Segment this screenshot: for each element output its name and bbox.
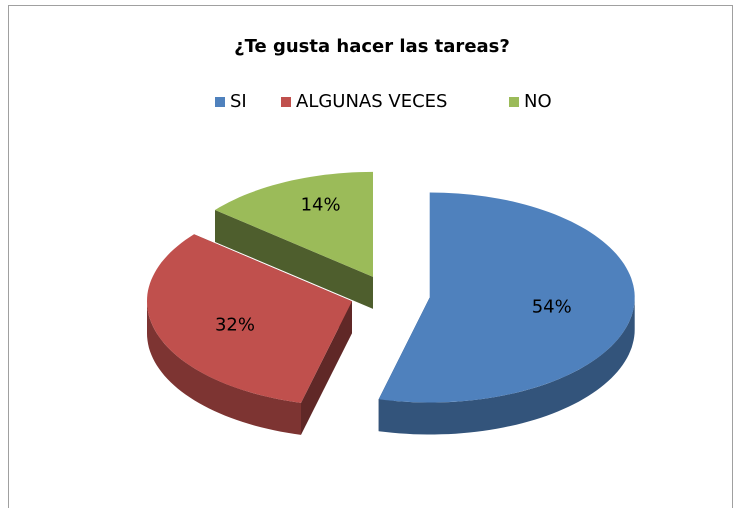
legend-label: NO	[524, 91, 552, 112]
data-label: 54%	[532, 296, 572, 317]
slice-side	[378, 297, 635, 435]
slice-top	[378, 192, 635, 403]
pie-slice	[215, 171, 373, 309]
legend-label: ALGUNAS VECES	[296, 91, 447, 112]
data-label: 32%	[215, 315, 255, 336]
data-label: 14%	[301, 195, 341, 216]
chart-title: ¿Te gusta hacer las tareas?	[234, 36, 510, 57]
slice-top	[147, 234, 352, 403]
slice-top	[215, 171, 373, 277]
slice-wall	[301, 301, 352, 435]
slice-side	[147, 301, 301, 435]
slice-wall	[215, 210, 373, 309]
legend-swatch	[215, 97, 225, 107]
legend-label: SI	[230, 91, 247, 112]
pie-slice	[147, 234, 352, 435]
pie-slice	[378, 192, 635, 435]
legend-swatch	[509, 97, 519, 107]
legend-swatch	[281, 97, 291, 107]
